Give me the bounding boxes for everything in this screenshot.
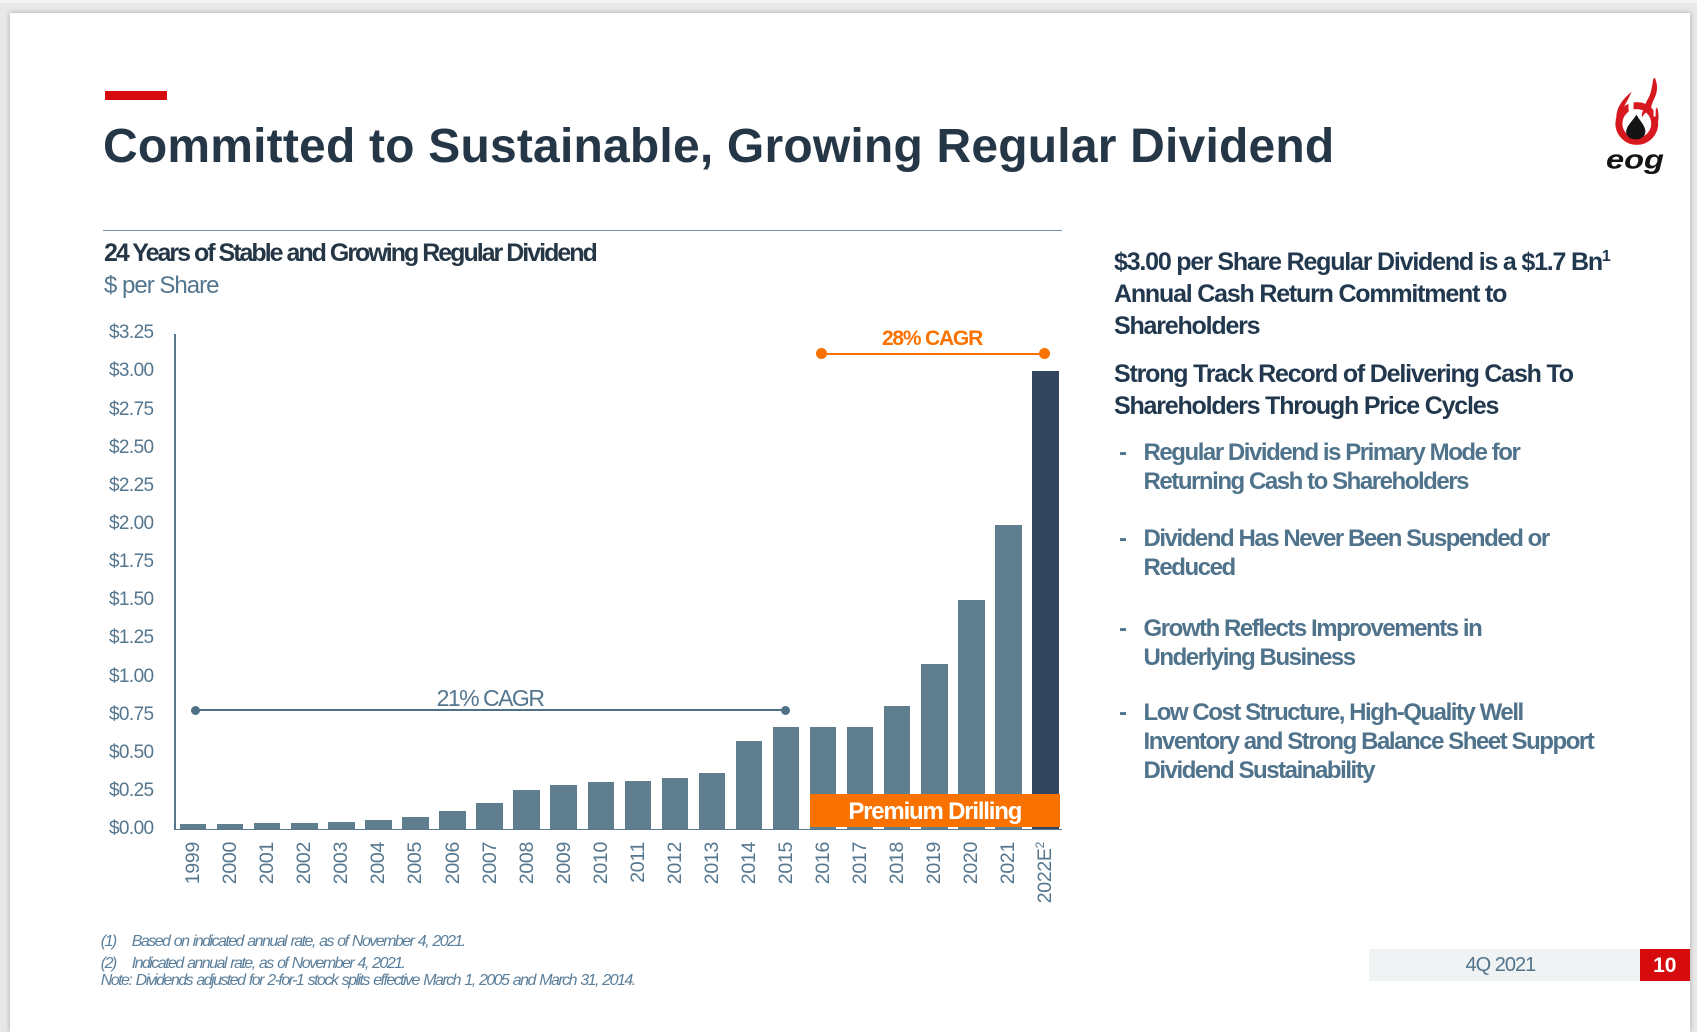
svg-text:eog: eog (1606, 145, 1664, 175)
